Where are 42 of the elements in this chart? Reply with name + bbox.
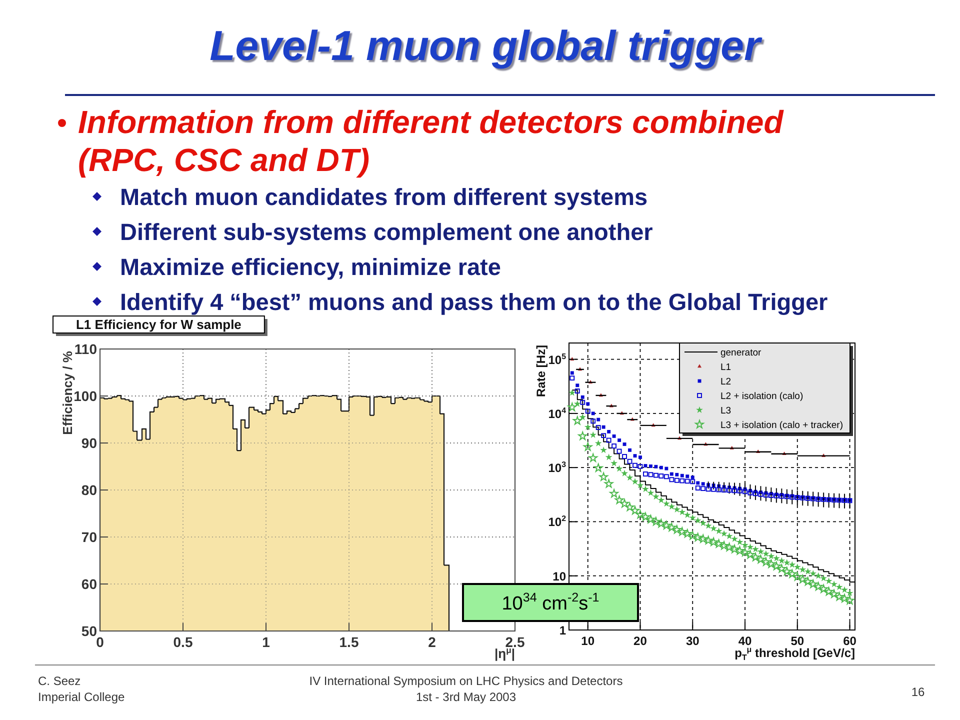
y-tick-label: 10$^{3}$ [548,460,567,476]
legend-label: generator [720,348,762,358]
y-axis-title: Efficiency / % [60,350,75,435]
y-tick-label: 10$^{4}$ [548,406,567,421]
text: C. Seez [38,674,81,688]
text: 16 [911,685,925,699]
text: Match muon candidates from different systems [120,184,648,210]
legend-label: L3 [720,406,732,416]
text: Information from different detectors combined (RPC, CSC and DT) [78,104,785,178]
annotation: 10$^{34}$ cm$^{-2}$s$^{-1}$ [502,590,600,614]
text: Level-1 muon global trigger [210,22,764,69]
y-tick-label: 10$^{5}$ [548,352,567,367]
x-tick-label: 0.5 [173,634,193,650]
x-tick-label: 2.5 [505,634,525,650]
text: Identify 4 “best” muons and pass them on to the Global Trigger [120,289,828,315]
text: 1st - 3rd May 2003 [416,690,516,704]
y-tick-label: 70 [81,529,98,545]
legend-label: L2 + isolation (calo) [720,391,804,402]
text: Maximize efficiency, minimize rate [120,254,501,280]
y-tick-label: 1 [559,624,566,638]
legend-label: L1 [720,362,732,373]
y-tick-label: 10 [552,569,566,584]
legend-label: L2 [720,376,732,388]
y-axis-title: Rate [Hz] [534,345,548,398]
legend-label: L3 + isolation (calo + tracker) [720,420,844,431]
y-tick-label: 100 [74,388,98,404]
x-tick-label: 30 [686,634,700,648]
x-tick-label: 2 [428,634,436,650]
x-tick-label: 1 [262,634,270,650]
x-tick-label: 20 [634,634,648,648]
x-tick-label: 0 [96,634,104,650]
chart-title: L1 Efficiency for W sample [76,317,242,332]
y-tick-label: 110 [74,341,98,357]
text: Different sub-systems complement one another [120,219,653,245]
text: Imperial College [38,690,126,704]
text: IV International Symposium on LHC Physics and Detectors [309,674,623,688]
y-tick-label: 10$^{2}$ [548,514,567,530]
y-tick-label: 60 [81,576,98,592]
x-tick-label: 10 [581,634,595,648]
y-tick-label: 90 [81,435,98,451]
y-tick-label: 80 [81,482,98,498]
x-tick-label: 1.5 [339,634,359,650]
